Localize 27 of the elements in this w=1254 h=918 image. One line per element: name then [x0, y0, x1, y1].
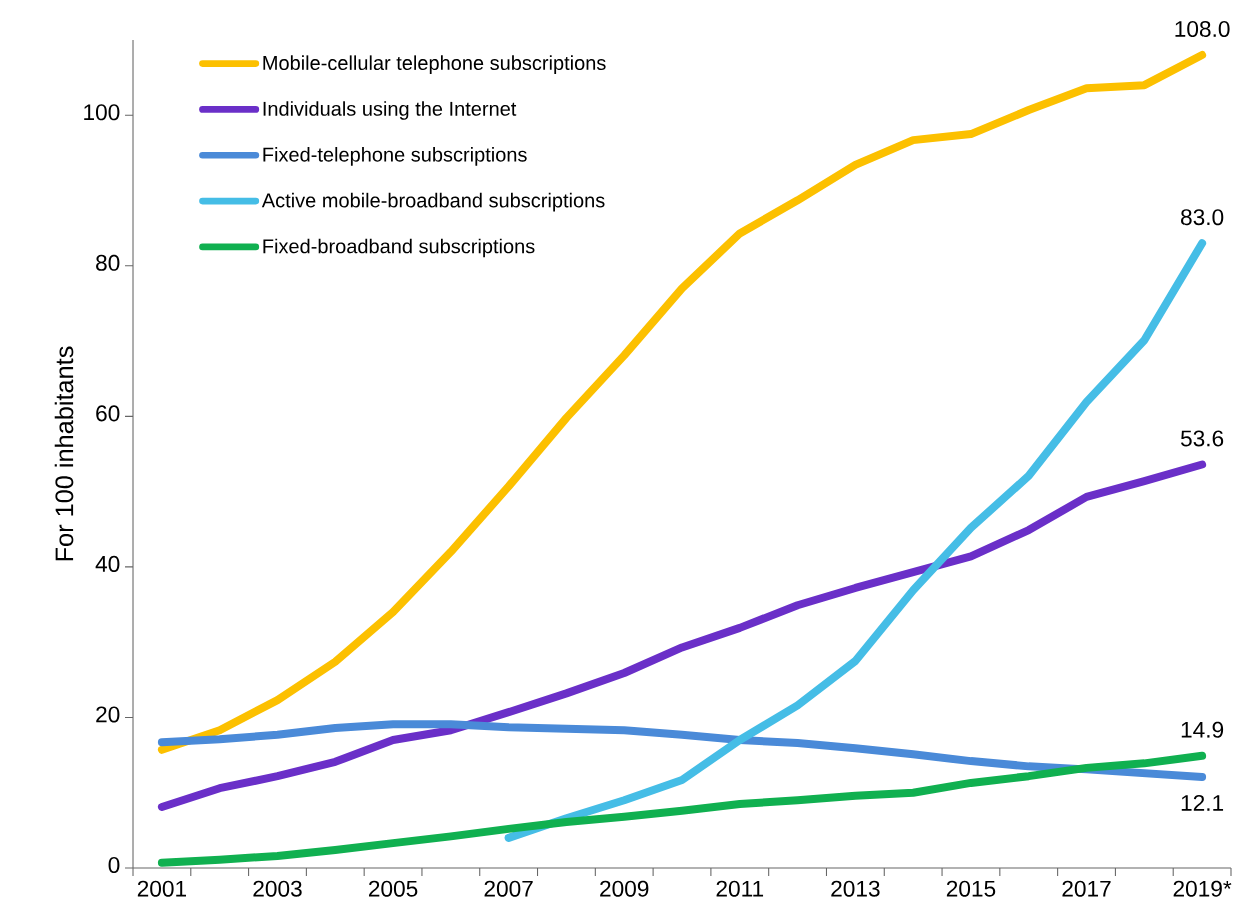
y-tick-label: 80	[96, 254, 120, 271]
x-tick-label: 2005	[369, 880, 418, 897]
data-label: 14.9	[1181, 721, 1224, 738]
y-axis-title: For 100 inhabitants	[54, 346, 74, 561]
x-tick-label: 2017	[1062, 880, 1111, 897]
legend-label: Active mobile-broadband subscriptions	[261, 192, 605, 212]
y-tick-label: 100	[84, 104, 120, 121]
x-tick-label: 2011	[716, 880, 764, 897]
y-tick-label: 0	[108, 856, 120, 874]
y-tick-label: 40	[95, 555, 120, 572]
data-label: 83.0	[1181, 209, 1224, 226]
y-tick-label: 20	[96, 706, 120, 723]
x-tick-label: 2009	[600, 880, 649, 897]
x-tick-label: 2019*	[1173, 880, 1232, 897]
x-tick-label: 2003	[253, 880, 302, 897]
data-label: 53.6	[1180, 430, 1224, 447]
y-tick-label: 60	[96, 405, 120, 422]
legend-label: Mobile-cellular telephone subscriptions	[263, 55, 606, 74]
x-tick-label: 2001	[137, 880, 186, 897]
legend-label: Fixed-broadband subscriptions	[263, 238, 535, 258]
data-label: 12.1	[1181, 794, 1224, 811]
legend-label: Individuals using the Internet	[263, 101, 517, 120]
x-tick-label: 2007	[484, 880, 533, 897]
data-label: 108.0	[1175, 20, 1230, 38]
x-tick-label: 2013	[831, 880, 880, 897]
x-tick-label: 2015	[946, 880, 996, 897]
legend-label: Fixed-telephone subscriptions	[263, 147, 527, 166]
